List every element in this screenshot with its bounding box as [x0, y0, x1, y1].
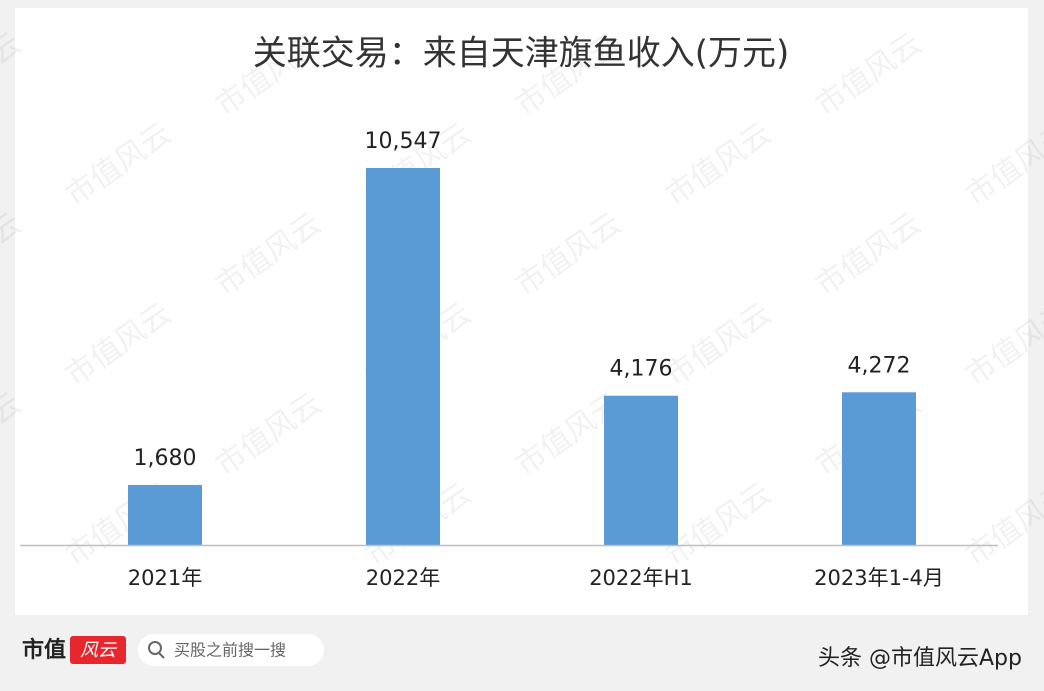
plot-area: 2021年 1,680 2022年 10,547 2022年H1 4,176 2023年1-… [128, 129, 944, 590]
bar [604, 395, 678, 545]
value-label: 4,176 [610, 357, 673, 382]
x-tick-label: 2023年1-4月 [814, 566, 944, 590]
x-tick-label: 2022年 [366, 566, 440, 590]
bar [366, 168, 440, 545]
search-box[interactable] [138, 634, 324, 666]
value-label: 1,680 [134, 446, 197, 471]
chart-title: 关联交易：来自天津旗鱼收入(万元) [253, 34, 790, 74]
search-icon [148, 641, 162, 655]
logo-script: 风云 [80, 640, 118, 661]
bar [128, 484, 202, 545]
value-label: 10,547 [365, 129, 442, 154]
value-label: 4,272 [848, 353, 911, 378]
source-credit: 头条 @市值风云App [818, 646, 1022, 671]
x-tick-label: 2022年H1 [589, 566, 693, 590]
search-icon-handle [158, 652, 165, 659]
search-placeholder: 买股之前搜一搜 [174, 641, 286, 660]
bar [842, 392, 916, 545]
logo-main: 市值 [22, 637, 66, 663]
logo-badge [70, 636, 126, 664]
x-tick-label: 2021年 [128, 566, 202, 590]
